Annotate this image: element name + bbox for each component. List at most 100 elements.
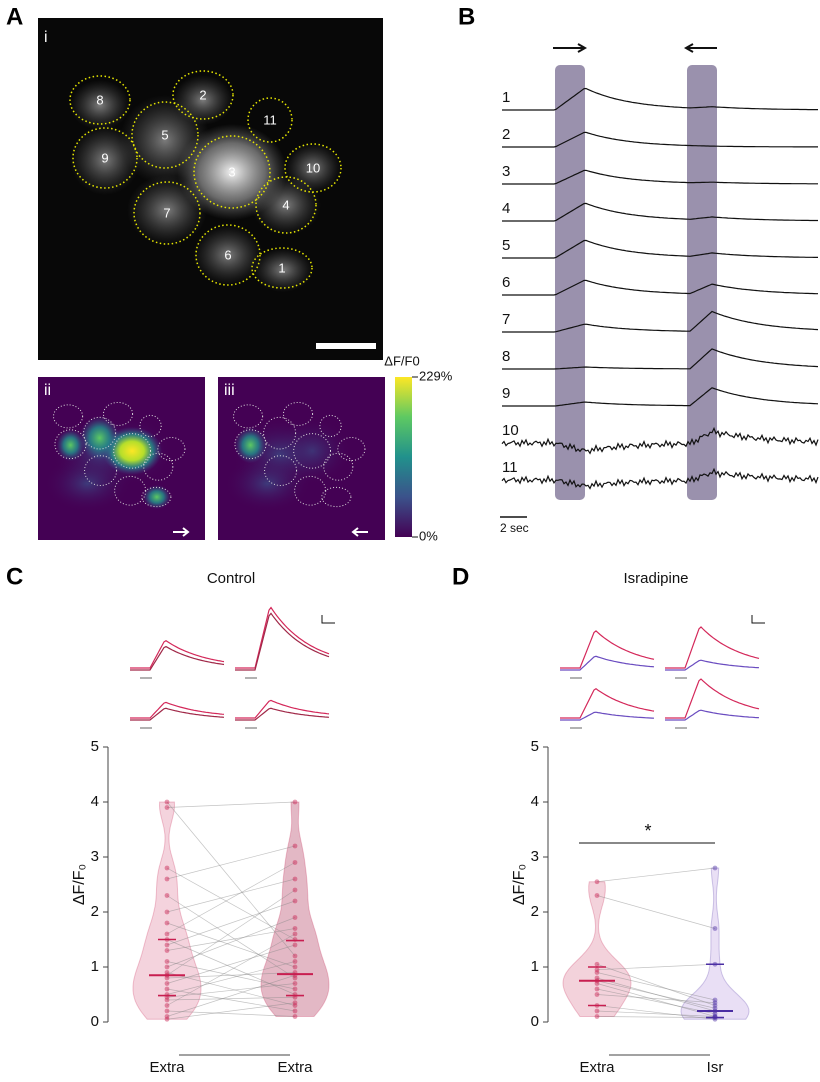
cell-outline — [293, 433, 332, 469]
data-point — [164, 805, 170, 810]
example-trace — [130, 701, 225, 719]
y-tick-label: 0 — [531, 1013, 539, 1030]
data-point — [164, 799, 170, 805]
data-point — [292, 799, 298, 805]
data-point — [292, 1014, 298, 1019]
pair-line — [166, 867, 296, 940]
data-point — [594, 1014, 600, 1019]
cell-outline — [263, 416, 297, 450]
trace — [502, 87, 818, 111]
cell-label: 9 — [101, 150, 108, 165]
pair-line — [166, 801, 296, 808]
cell-label: 11 — [263, 112, 277, 127]
pair-line — [166, 933, 296, 1006]
scale-bar-label: 2 sec — [500, 521, 529, 535]
cell-outline — [83, 416, 117, 450]
pair-line — [166, 917, 296, 968]
arrow — [351, 527, 368, 537]
cell-glow — [127, 175, 207, 245]
pair-line — [596, 867, 716, 883]
example-trace — [665, 626, 760, 669]
data-point — [292, 843, 298, 849]
x-tick-label: Extra — [579, 1059, 615, 1076]
panel-letter: D — [452, 563, 469, 590]
trace — [501, 467, 819, 490]
y-tick-label: 4 — [531, 793, 539, 810]
cell-outline — [195, 224, 261, 286]
cell-outline — [323, 452, 354, 481]
cell-label: 8 — [96, 92, 103, 107]
data-point — [712, 997, 718, 1003]
data-point — [594, 879, 600, 885]
sublabel: ii — [44, 382, 51, 399]
cell-outline — [69, 75, 131, 125]
data-point — [594, 981, 600, 986]
pair-line — [166, 939, 296, 995]
pair-line — [166, 889, 296, 976]
cell-label: 6 — [224, 247, 231, 262]
data-point — [292, 981, 298, 986]
data-point — [292, 860, 298, 865]
cell-outline — [84, 455, 118, 486]
cell-outline — [139, 414, 162, 438]
cell-glow — [193, 225, 263, 285]
cell-outline — [157, 436, 186, 462]
y-tick-label: 2 — [531, 903, 539, 920]
cell-outline — [54, 429, 87, 460]
trace — [502, 310, 819, 333]
example-trace — [235, 699, 330, 719]
sublabel: i — [44, 29, 48, 46]
y-axis-label: ΔF/F₀ — [71, 864, 88, 905]
example-trace — [665, 678, 760, 719]
data-point — [164, 893, 170, 898]
x-tick-label: Isr — [707, 1059, 724, 1076]
trace-label: 8 — [502, 348, 510, 365]
pair-line — [596, 983, 716, 1017]
data-point — [292, 887, 298, 893]
data-point — [164, 970, 170, 975]
colorbar-tick-label: 0% — [419, 528, 438, 543]
trace — [502, 387, 819, 407]
data-point — [164, 997, 170, 1003]
cell-glow — [70, 125, 140, 195]
heat-blob — [142, 485, 171, 509]
example-trace — [235, 707, 330, 721]
cell-outline — [319, 414, 342, 438]
cell-label: 7 — [163, 205, 170, 220]
heat-bg — [223, 454, 312, 513]
trace — [502, 239, 818, 259]
data-point — [164, 909, 170, 915]
example-trace — [130, 707, 225, 721]
data-point — [594, 970, 600, 975]
data-point — [292, 1008, 298, 1014]
pair-line — [596, 963, 716, 971]
data-point — [164, 981, 170, 986]
data-point — [164, 959, 170, 964]
trace-label: 5 — [502, 237, 510, 254]
y-tick-label: 0 — [91, 1013, 99, 1030]
trace-label: 10 — [502, 422, 519, 439]
cell-label: 4 — [282, 197, 289, 212]
cell-outline — [172, 70, 234, 120]
pair-line — [596, 972, 716, 1001]
data-point — [164, 1003, 170, 1008]
data-point — [594, 893, 600, 898]
heat-blob — [56, 429, 85, 462]
data-point — [292, 975, 298, 981]
data-point — [164, 942, 170, 948]
pair-line — [166, 974, 296, 1017]
cell-label: 10 — [306, 160, 320, 175]
cell-outline — [233, 404, 264, 429]
pair-line — [166, 845, 296, 880]
pair-line — [166, 922, 296, 968]
pair-line — [596, 980, 716, 1009]
y-tick-label: 4 — [91, 793, 99, 810]
cell-outline — [337, 436, 366, 462]
cell-glow — [253, 248, 313, 292]
cell-label: 3 — [228, 164, 235, 179]
x-tick-label: Extra — [149, 1059, 185, 1076]
cell-outline — [141, 486, 172, 508]
example-trace — [130, 639, 225, 669]
